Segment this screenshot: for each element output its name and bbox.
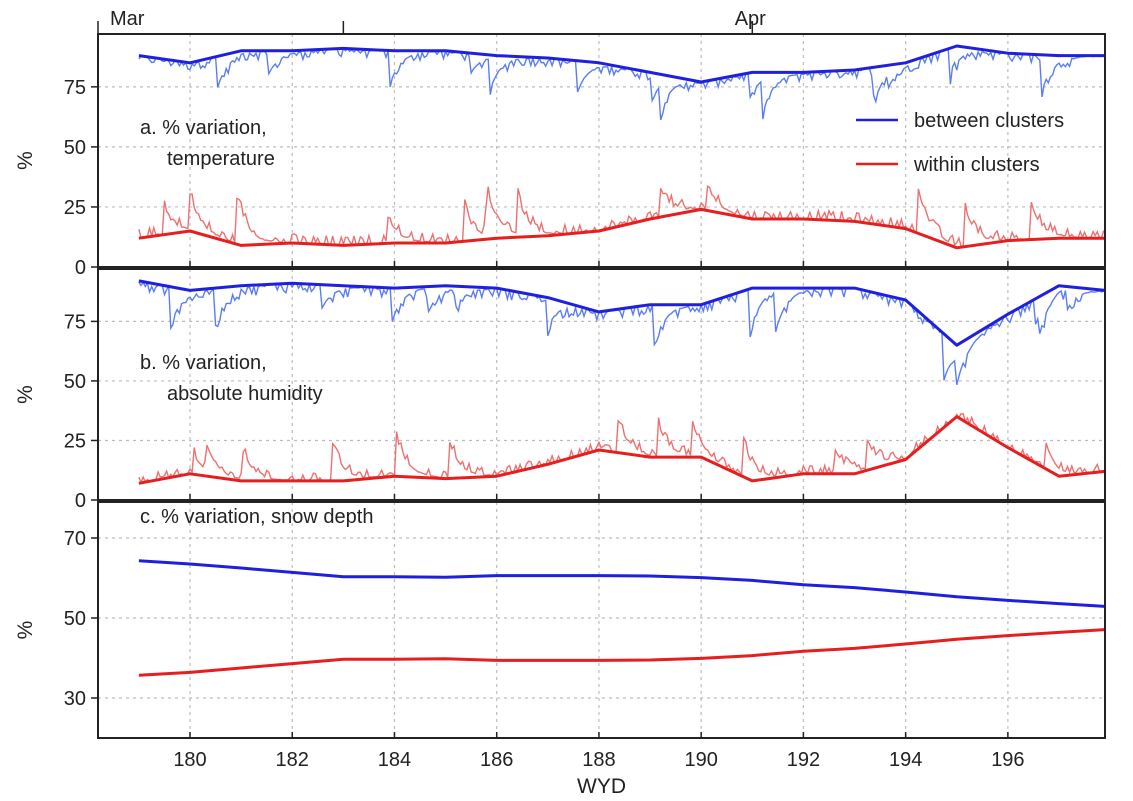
x-tick-label: 190	[684, 749, 717, 771]
panel-title-line1: b. % variation,	[140, 352, 267, 374]
series-within	[138, 415, 1106, 485]
panel-frame	[97, 33, 1106, 268]
series-between-daily	[138, 281, 1104, 385]
x-tick-label: 192	[787, 749, 820, 771]
series-between	[138, 44, 1105, 84]
series-between	[138, 559, 1106, 608]
series-between	[138, 279, 1106, 347]
y-axis-label: %	[14, 151, 37, 170]
y-tick-label: 50	[64, 371, 86, 393]
month-label-mar: Mar	[110, 8, 145, 30]
series-within-daily	[138, 413, 1104, 485]
y-tick-label: 25	[64, 197, 86, 219]
panel-title-line2: temperature	[167, 148, 275, 170]
month-label-apr: Apr	[735, 8, 766, 30]
legend-label-between: between clusters	[914, 110, 1064, 132]
month-axis: Mar Apr	[97, 8, 766, 34]
y-tick-label: 75	[64, 311, 86, 333]
x-tick-label: 182	[276, 749, 309, 771]
y-tick-label: 70	[64, 528, 86, 550]
series-within	[138, 628, 1106, 677]
panel-c-snow-depth: 30 50 70% c. % variation, snow depth	[14, 501, 1106, 739]
x-tick-label: 184	[378, 749, 411, 771]
x-tick-label: 180	[173, 749, 206, 771]
x-tick-label: 186	[480, 749, 513, 771]
panel-b-absolute-humidity: 0 25 50 75% b. % variation, absolute humidity	[14, 268, 1106, 512]
panel-title-line2: absolute humidity	[167, 383, 323, 405]
series-within-daily	[138, 184, 1105, 247]
legend: between clusters within clusters	[856, 110, 1064, 176]
x-axis-label: WYD	[577, 775, 626, 798]
x-tick-label: 196	[991, 749, 1024, 771]
y-tick-label: 25	[64, 430, 86, 452]
y-axis-label: %	[14, 385, 37, 404]
panel-title: c. % variation, snow depth	[140, 506, 373, 528]
x-tick-label: 188	[582, 749, 615, 771]
x-tick-label: 194	[889, 749, 922, 771]
legend-label-within: within clusters	[913, 154, 1040, 176]
panel-frame	[97, 501, 1106, 739]
y-tick-label: 50	[64, 137, 86, 159]
series-within	[138, 207, 1105, 250]
y-tick-label: 75	[64, 77, 86, 99]
y-tick-label: 0	[75, 257, 86, 279]
panel-title-line1: a. % variation,	[140, 117, 267, 139]
y-tick-label: 50	[64, 608, 86, 630]
y-axis-label: %	[14, 621, 37, 640]
panel-a-temperature: 0 25 50 75% a. % variation, temperature	[14, 33, 1106, 279]
y-tick-label: 30	[64, 688, 86, 710]
panel-frame	[97, 268, 1106, 501]
y-tick-label: 0	[75, 490, 86, 512]
x-axis: 180 182 184 186 188 190 192 194 196 WYD	[173, 749, 1024, 798]
